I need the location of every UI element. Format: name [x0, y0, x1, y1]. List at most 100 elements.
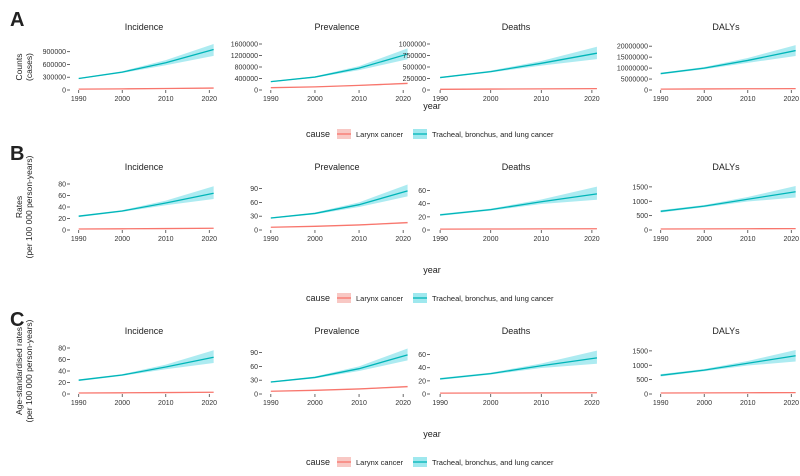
panel-title: DALYs [712, 22, 740, 32]
y-tick-label: 40 [418, 365, 426, 372]
x-tick-label: 1990 [71, 96, 87, 103]
y-tick-label: 60 [58, 193, 66, 200]
legend-title: cause [306, 457, 330, 467]
larynx-series-line [78, 227, 214, 230]
x-tick-label: 2000 [114, 236, 130, 243]
y-tick-label: 1500 [632, 348, 648, 355]
y-tick-label: 60 [418, 352, 426, 359]
y-tick-label: 10000000 [617, 66, 648, 73]
y-tick-label: 20 [58, 380, 66, 387]
lung-uncertainty-band [270, 184, 408, 219]
lung-series-line [660, 191, 796, 212]
y-tick-label: 0 [254, 392, 258, 399]
x-tick-label: 2000 [114, 400, 130, 407]
y-tick-label: 90 [250, 350, 258, 357]
panel-title: Prevalence [314, 22, 359, 32]
x-tick-label: 2020 [395, 400, 411, 407]
x-tick-label: 2020 [202, 96, 218, 103]
x-tick-label: 2020 [584, 236, 600, 243]
x-axis-label: year [423, 429, 441, 439]
legend-title: cause [306, 293, 330, 303]
x-tick-label: 2020 [784, 400, 800, 407]
x-tick-label: 2010 [351, 96, 367, 103]
x-tick-label: 2000 [483, 236, 499, 243]
lung-series-line [78, 356, 214, 381]
lung-uncertainty-band [270, 348, 408, 383]
panel-deaths: Deaths 0 20 40 60 1990 2000 2010 2020 [418, 162, 600, 243]
panel-title: Deaths [502, 22, 531, 32]
panel-title: DALYs [712, 326, 740, 336]
panel-deaths: Deaths 0 20 40 60 1990 2000 2010 2020 [418, 326, 600, 407]
y-tick-label: 0 [422, 392, 426, 399]
row-letter: A [10, 9, 24, 31]
y-tick-label: 20 [418, 378, 426, 385]
y-tick-label: 90 [250, 186, 258, 193]
panel-title: DALYs [712, 162, 740, 172]
legend-label-lung: Tracheal, bronchus, and lung cancer [432, 294, 554, 303]
y-tick-label: 60 [250, 200, 258, 207]
legend-label-larynx: Larynx cancer [356, 130, 404, 139]
x-tick-label: 2010 [351, 236, 367, 243]
x-tick-label: 1990 [653, 236, 669, 243]
x-tick-label: 1990 [653, 96, 669, 103]
y-tick-label: 0 [62, 228, 66, 235]
y-tick-label: 0 [644, 392, 648, 399]
lung-series-line [440, 52, 598, 79]
legend-label-larynx: Larynx cancer [356, 458, 404, 467]
x-tick-label: 2010 [740, 400, 756, 407]
y-tick-label: 800000 [235, 65, 258, 72]
panel-title: Incidence [125, 22, 164, 32]
y-tick-label: 40 [418, 201, 426, 208]
larynx-series-line [270, 221, 408, 228]
panel-title: Incidence [125, 162, 164, 172]
lung-series-line [270, 354, 408, 383]
x-tick-label: 2010 [534, 236, 550, 243]
lung-uncertainty-band [440, 186, 597, 216]
x-tick-label: 2020 [395, 236, 411, 243]
lung-uncertainty-band [440, 46, 597, 79]
x-tick-label: 2000 [307, 236, 323, 243]
x-tick-label: 1990 [71, 236, 87, 243]
y-tick-label: 30 [250, 378, 258, 385]
x-tick-label: 2000 [696, 96, 712, 103]
y-tick-label: 40 [58, 205, 66, 212]
x-tick-label: 2010 [740, 96, 756, 103]
panel-prevalence: Prevalence 0 400000 800000 1200000 1600000 199… [231, 22, 411, 103]
x-axis-label: year [423, 101, 441, 111]
x-tick-label: 2000 [307, 96, 323, 103]
y-tick-label: 500000 [403, 65, 426, 72]
y-tick-label: 400000 [235, 76, 258, 83]
row-letter: B [10, 143, 24, 165]
panel-deaths: Deaths 0 250000 500000 750000 1000000 1990 2000… [399, 22, 600, 103]
y-tick-label: 300000 [43, 75, 66, 82]
x-tick-label: 2010 [534, 96, 550, 103]
x-tick-label: 1990 [263, 96, 279, 103]
legend-title: cause [306, 129, 330, 139]
y-tick-label: 60 [418, 188, 426, 195]
y-tick-label: 30 [250, 214, 258, 221]
y-tick-label: 60 [58, 357, 66, 364]
lung-series-line [440, 357, 598, 380]
y-tick-label: 1000 [632, 363, 648, 370]
lung-uncertainty-band [270, 48, 408, 83]
y-tick-label: 250000 [403, 76, 426, 83]
y-tick-label: 1500 [632, 184, 648, 191]
panel-prevalence: Prevalence 0 30 60 90 1990 2000 2010 2020 [250, 162, 411, 243]
lung-uncertainty-band [78, 44, 214, 80]
x-tick-label: 2010 [158, 400, 174, 407]
y-tick-label: 0 [62, 88, 66, 95]
x-tick-label: 2000 [696, 236, 712, 243]
panel-dalys: DALYs 0 500 1000 1500 1990 2000 2010 2020 [632, 326, 799, 407]
x-tick-label: 2000 [114, 96, 130, 103]
y-tick-label: 1600000 [231, 42, 258, 49]
y-axis-label: Counts(cases) [14, 53, 34, 81]
panel-title: Prevalence [314, 326, 359, 336]
y-tick-label: 5000000 [621, 77, 648, 84]
y-tick-label: 80 [58, 346, 66, 353]
y-tick-label: 60 [250, 364, 258, 371]
x-tick-label: 2000 [483, 96, 499, 103]
y-tick-label: 20 [58, 216, 66, 223]
x-tick-label: 1990 [432, 236, 448, 243]
